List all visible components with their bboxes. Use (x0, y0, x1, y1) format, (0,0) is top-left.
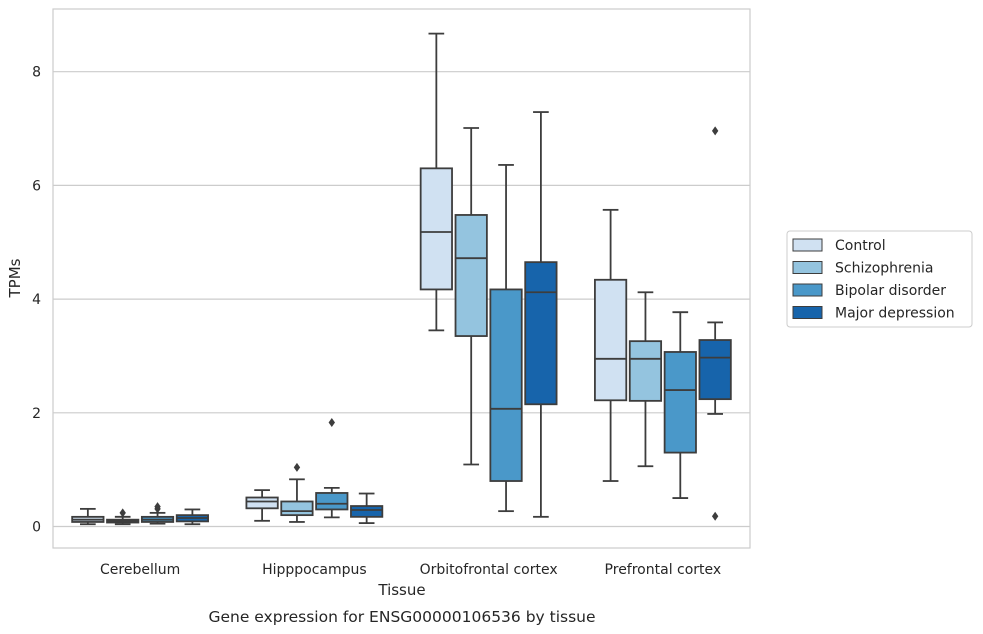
box-iqr (350, 505, 384, 518)
y-tick-label-0: 0 (32, 520, 41, 536)
y-tick-label-8: 8 (32, 65, 41, 81)
legend-swatch (792, 306, 823, 319)
box-schizophrenia-orbitofrontal-cortex (454, 127, 488, 466)
box-iqr (489, 288, 523, 482)
box-control-orbitofrontal-cortex (419, 32, 453, 332)
box-iqr (663, 351, 697, 454)
box-schizophrenia-cerebellum (106, 508, 140, 526)
box-bipolar-disorder-orbitofrontal-cortex (489, 164, 523, 513)
legend-frame (786, 230, 973, 328)
box-series (71, 32, 732, 526)
x-tick-label-orbitofrontal-cortex: Orbitofrontal cortex (420, 562, 558, 578)
box-iqr (454, 214, 488, 337)
legend-item-schizophrenia: Schizophrenia (792, 261, 933, 277)
outlier-point (154, 502, 161, 512)
box-iqr (524, 261, 558, 406)
box-iqr (628, 340, 663, 402)
series-control (71, 32, 628, 526)
y-tick-label-6: 6 (32, 178, 41, 194)
legend-swatch (792, 283, 823, 297)
chart-caption: Gene expression for ENSG00000106536 by t… (208, 608, 595, 626)
outlier-point (119, 508, 126, 518)
outlier-point (328, 417, 335, 427)
y-tick-label-2: 2 (32, 406, 41, 422)
box-major-depression-cerebellum (175, 508, 209, 526)
box-bipolar-disorder-prefrontal-cortex (663, 311, 697, 499)
series-major-depression (175, 111, 732, 526)
box-iqr (419, 167, 453, 291)
box-major-depression-prefrontal-cortex (698, 126, 732, 521)
box-control-cerebellum (71, 507, 105, 526)
box-bipolar-disorder-cerebellum (140, 502, 175, 525)
box-control-hipppocampus (245, 489, 279, 522)
box-iqr (280, 500, 314, 517)
y-axis-title: TPMs (6, 258, 24, 298)
box-iqr (245, 496, 279, 510)
legend-label: Control (835, 238, 886, 254)
legend-label: Major depression (835, 306, 955, 322)
box-bipolar-disorder-hipppocampus (315, 417, 349, 519)
legend-label: Bipolar disorder (835, 283, 946, 299)
box-major-depression-orbitofrontal-cortex (524, 111, 558, 518)
box-iqr (594, 278, 628, 402)
legend-item-major-depression: Major depression (792, 306, 955, 322)
y-tick-label-4: 4 (32, 292, 41, 308)
legend-item-control: Control (792, 238, 886, 254)
gridlines (53, 71, 750, 528)
box-control-prefrontal-cortex (594, 208, 628, 482)
y-axis-ticks: 0 2 4 6 8 (32, 65, 41, 536)
x-tick-label-prefrontal-cortex: Prefrontal cortex (605, 562, 722, 578)
outlier-point (293, 462, 301, 472)
series-bipolar-disorder (140, 164, 697, 525)
legend-swatch (792, 261, 823, 274)
series-schizophrenia (106, 127, 663, 526)
outlier-point (711, 511, 719, 521)
outlier-point (711, 126, 719, 136)
box-iqr (698, 339, 732, 401)
plot-area-frame (52, 8, 751, 549)
x-axis-title: Tissue (377, 581, 425, 599)
legend: Control Schizophrenia Bipolar disorder Majo… (786, 230, 973, 328)
x-axis-ticks: Cerebellum Hipppocampus Orbitofrontal cort… (100, 562, 721, 578)
legend-swatch (792, 238, 823, 252)
box-schizophrenia-prefrontal-cortex (628, 291, 663, 468)
box-iqr (315, 492, 349, 511)
legend-item-bipolar-disorder: Bipolar disorder (792, 283, 946, 299)
legend-label: Schizophrenia (835, 261, 933, 277)
x-tick-label-cerebellum: Cerebellum (100, 562, 180, 578)
box-major-depression-hipppocampus (350, 492, 384, 524)
box-schizophrenia-hipppocampus (280, 462, 314, 523)
x-tick-label-hipppocampus: Hipppocampus (262, 562, 367, 578)
